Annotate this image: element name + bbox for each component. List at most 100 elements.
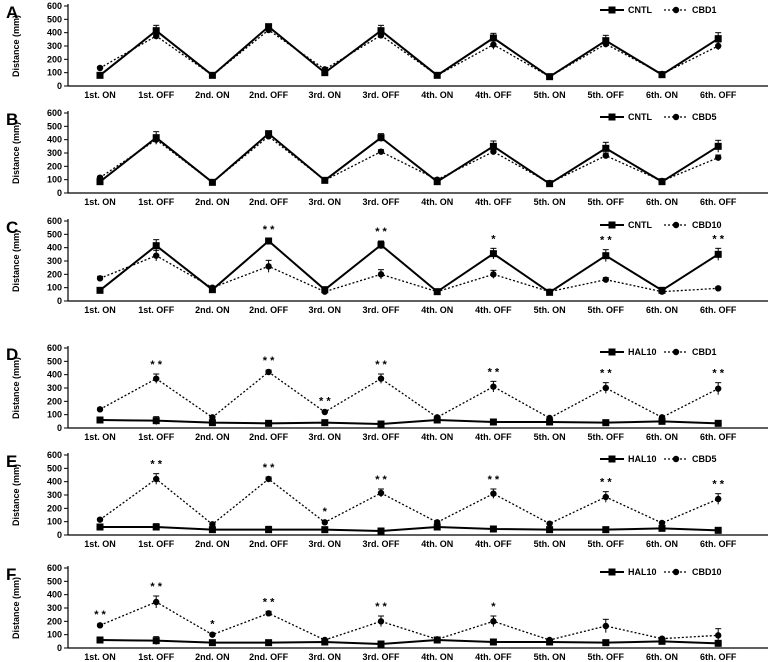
y-tick-label: 0	[57, 530, 62, 540]
significance-marker: * *	[150, 581, 162, 593]
significance-marker: * *	[375, 474, 387, 486]
data-point-cbd1	[377, 32, 385, 39]
legend-marker-cbd10	[672, 568, 680, 576]
data-point-cbd1	[658, 70, 666, 78]
data-point-cbd10	[658, 635, 666, 642]
significance-marker: * *	[712, 368, 724, 380]
y-tick-label: 0	[57, 423, 62, 433]
y-tick-label: 300	[47, 603, 62, 613]
data-point-cbd5	[377, 148, 385, 155]
data-point-hal10	[602, 639, 610, 647]
data-point-cbd5	[434, 519, 441, 526]
data-point-cbd1	[602, 384, 609, 392]
data-point-cntl	[714, 142, 722, 150]
y-tick-label: 300	[47, 490, 62, 500]
significance-marker: *	[210, 618, 215, 630]
legend-marker-cntl	[608, 113, 616, 121]
significance-marker: * *	[712, 479, 724, 491]
x-tick-label: 6th. OFF	[700, 90, 737, 100]
x-tick-label: 3rd. ON	[309, 197, 342, 207]
y-tick-label: 300	[47, 383, 62, 393]
legend-label-cntl: CNTL	[628, 5, 652, 15]
y-tick-label: 300	[47, 148, 62, 158]
data-point-cbd5	[377, 489, 385, 497]
data-point-cbd1	[153, 32, 160, 40]
y-tick-label: 500	[47, 463, 62, 473]
legend-label-cntl: CNTL	[628, 112, 652, 122]
data-point-cbd5	[321, 519, 328, 526]
data-point-hal10	[714, 639, 722, 647]
y-tick-label: 600	[47, 216, 62, 226]
data-point-cntl	[602, 252, 610, 260]
data-point-hal10	[602, 419, 610, 427]
x-tick-label: 6th. ON	[646, 539, 678, 549]
data-point-cntl	[96, 286, 104, 294]
data-point-hal10	[377, 640, 385, 648]
legend-marker-cbd1	[672, 348, 680, 356]
series-line-cbd5	[99, 135, 719, 184]
data-point-cntl	[96, 71, 104, 79]
x-tick-label: 3rd. ON	[309, 432, 342, 442]
x-tick-label: 6th. ON	[646, 90, 678, 100]
data-point-hal10	[658, 417, 666, 425]
data-point-cbd1	[602, 40, 609, 48]
data-point-cbd10	[490, 271, 497, 278]
y-tick-label: 400	[47, 370, 62, 380]
significance-marker: *	[491, 601, 496, 613]
y-tick-label: 200	[47, 54, 62, 64]
data-point-hal10	[377, 527, 385, 535]
y-tick-label: 500	[47, 229, 62, 239]
legend-label-hal10: HAL10	[628, 347, 657, 357]
x-tick-label: 3rd. ON	[309, 305, 342, 315]
x-tick-label: 2nd. ON	[195, 652, 230, 662]
data-point-cbd10	[546, 288, 553, 295]
x-tick-label: 3rd. OFF	[362, 432, 400, 442]
data-point-cntl	[96, 178, 104, 186]
data-point-cbd10	[265, 263, 272, 270]
data-point-cbd1	[265, 368, 272, 376]
x-tick-label: 6th. OFF	[700, 432, 737, 442]
data-point-cbd10	[377, 271, 385, 278]
legend-label-cbd5: CBD5	[692, 112, 717, 122]
data-point-cbd10	[153, 252, 160, 259]
data-point-cbd5	[321, 177, 328, 184]
significance-marker: * *	[263, 596, 275, 608]
x-tick-label: 1st. ON	[84, 90, 116, 100]
x-tick-label: 4th. ON	[421, 652, 453, 662]
x-tick-label: 3rd. OFF	[362, 90, 400, 100]
data-point-hal10	[208, 526, 216, 534]
x-tick-label: 6th. ON	[646, 305, 678, 315]
data-point-cbd1	[377, 375, 385, 382]
data-point-hal10	[321, 419, 329, 427]
x-tick-label: 3rd. ON	[309, 652, 342, 662]
legend-label-cbd5: CBD5	[692, 454, 717, 464]
data-point-cbd1	[265, 26, 272, 34]
x-tick-label: 1st. OFF	[138, 539, 175, 549]
data-point-cbd1	[546, 73, 553, 80]
y-tick-label: 400	[47, 477, 62, 487]
series-line-hal10	[99, 418, 719, 426]
y-axis-label: Distance (mm)	[11, 230, 21, 292]
x-tick-label: 1st. ON	[84, 652, 116, 662]
data-point-hal10	[152, 417, 160, 425]
legend-marker-hal10	[608, 348, 616, 356]
x-tick-label: 4th. ON	[421, 90, 453, 100]
x-tick-label: 2nd. OFF	[249, 197, 288, 207]
x-tick-label: 3rd. OFF	[362, 539, 400, 549]
y-tick-label: 100	[47, 175, 62, 185]
data-point-cbd5	[153, 475, 160, 483]
significance-marker: * *	[375, 601, 387, 613]
significance-marker: * *	[600, 235, 612, 247]
significance-marker: * *	[375, 359, 387, 371]
x-tick-label: 2nd. OFF	[249, 305, 288, 315]
x-tick-label: 6th. OFF	[700, 305, 737, 315]
significance-marker: * *	[488, 366, 500, 378]
data-point-cbd5	[153, 136, 160, 143]
x-tick-label: 1st. OFF	[138, 652, 175, 662]
x-tick-label: 4th. ON	[421, 197, 453, 207]
